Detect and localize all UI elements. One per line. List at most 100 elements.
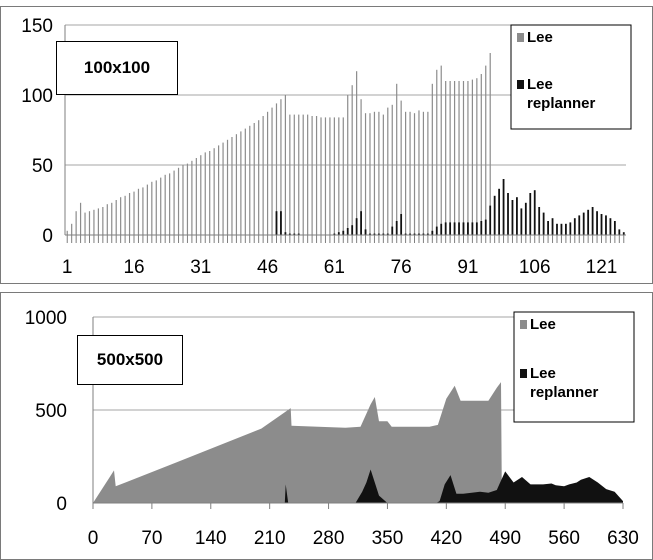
bar-replanner (560, 223, 563, 235)
bar-lee (218, 145, 220, 235)
bar-replanner (431, 230, 434, 235)
bar-lee (476, 78, 478, 235)
bar-lee (106, 204, 108, 235)
x-tick-label: 210 (254, 528, 286, 549)
bar-replanner (280, 211, 282, 235)
bar-replanner (337, 232, 340, 235)
bar-lee (485, 65, 487, 235)
bar-replanner (360, 211, 362, 235)
x-tick-label: 16 (123, 257, 144, 278)
chart-500x500-svg: 0 500 1000 0 70 140 210 280 350 420 490 560 630 Lee Le… (25, 308, 639, 549)
bar-replanner (369, 233, 371, 235)
bar-lee (249, 125, 251, 235)
bar-replanner (275, 211, 278, 235)
bar-lee (489, 53, 491, 235)
legend-label-lee: Lee (530, 316, 556, 333)
chart-size-label: 100x100 (56, 41, 178, 95)
bar-lee (173, 170, 175, 235)
bar-lee (235, 134, 238, 235)
y-tick-label: 50 (32, 156, 53, 177)
bar-lee (436, 69, 438, 235)
bar-replanner (533, 190, 536, 235)
bar-lee (289, 114, 291, 235)
x-tick-label: 91 (457, 257, 478, 278)
bar-lee (244, 128, 246, 235)
bar-replanner (467, 222, 469, 235)
bar-lee (329, 117, 331, 235)
bar-lee (204, 152, 206, 235)
bar-lee (347, 95, 349, 235)
bar-lee (222, 142, 224, 235)
bar-lee (191, 160, 193, 235)
bar-lee (79, 202, 82, 235)
bar-lee (226, 139, 229, 235)
bar-lee (240, 131, 242, 235)
bar-lee (342, 117, 344, 235)
x-tick-label: 140 (195, 528, 227, 549)
x-tick-label: 490 (489, 528, 521, 549)
bar-lee (164, 174, 166, 235)
bar-lee (93, 209, 95, 235)
bar-replanner (547, 221, 549, 235)
bar-replanner (591, 207, 594, 235)
legend-box (510, 24, 632, 130)
bar-lee (440, 65, 442, 235)
x-tick-label: 46 (257, 257, 278, 278)
bar-replanner (333, 233, 336, 235)
y-tick-label: 100 (21, 86, 53, 107)
bar-replanner (355, 218, 358, 235)
bar-replanner (542, 212, 545, 235)
bar-lee (195, 158, 197, 235)
bar-lee (293, 114, 295, 235)
bar-lee (200, 155, 202, 235)
bar-lee (262, 116, 264, 235)
bar-lee (182, 165, 184, 235)
bar-lee (382, 114, 384, 235)
legend-swatch-replanner (517, 80, 524, 89)
bar-lee (320, 117, 322, 235)
bar-replanner (391, 226, 394, 235)
bar-replanner (578, 215, 581, 235)
bar-lee (88, 211, 91, 235)
bar-lee (311, 116, 313, 235)
x-tick-label: 420 (430, 528, 462, 549)
bar-lee (84, 212, 86, 235)
bar-lee (75, 211, 77, 235)
bar-lee (160, 177, 162, 235)
bar-replanner (373, 233, 376, 235)
bar-replanner (582, 212, 585, 235)
legend-label-replanner: Lee (527, 76, 553, 93)
bar-lee (137, 188, 140, 235)
y-tick-label: 1000 (25, 308, 67, 329)
bar-lee (302, 114, 304, 235)
bar-lee (266, 111, 269, 235)
x-tick-label: 61 (324, 257, 345, 278)
bar-replanner (605, 215, 607, 235)
bar-lee (120, 197, 122, 235)
x-tick-label: 76 (391, 257, 412, 278)
bar-replanner (475, 222, 478, 235)
bar-lee (111, 202, 113, 235)
bar-replanner (538, 207, 541, 235)
legend-label-replanner-line2: replanner (527, 95, 596, 112)
bar-lee (324, 117, 327, 235)
area-lee (93, 382, 623, 503)
bar-replanner (346, 228, 349, 235)
bar-lee (471, 79, 473, 235)
x-tick-label: 280 (313, 528, 345, 549)
x-tick-label: 630 (607, 528, 639, 549)
y-tick-label: 0 (56, 494, 67, 515)
bar-lee (467, 81, 469, 235)
bar-replanner (529, 193, 532, 235)
bar-lee (462, 81, 465, 235)
bar-lee (142, 187, 144, 235)
bar-lee (66, 230, 68, 235)
bar-replanner (409, 233, 411, 235)
bar-lee (360, 99, 362, 235)
y-tick-label: 150 (21, 16, 53, 37)
bar-replanner (480, 221, 483, 235)
legend-swatch-lee (517, 33, 524, 42)
bar-lee (356, 71, 358, 235)
legend-box (513, 311, 635, 423)
bar-replanner (288, 233, 291, 235)
